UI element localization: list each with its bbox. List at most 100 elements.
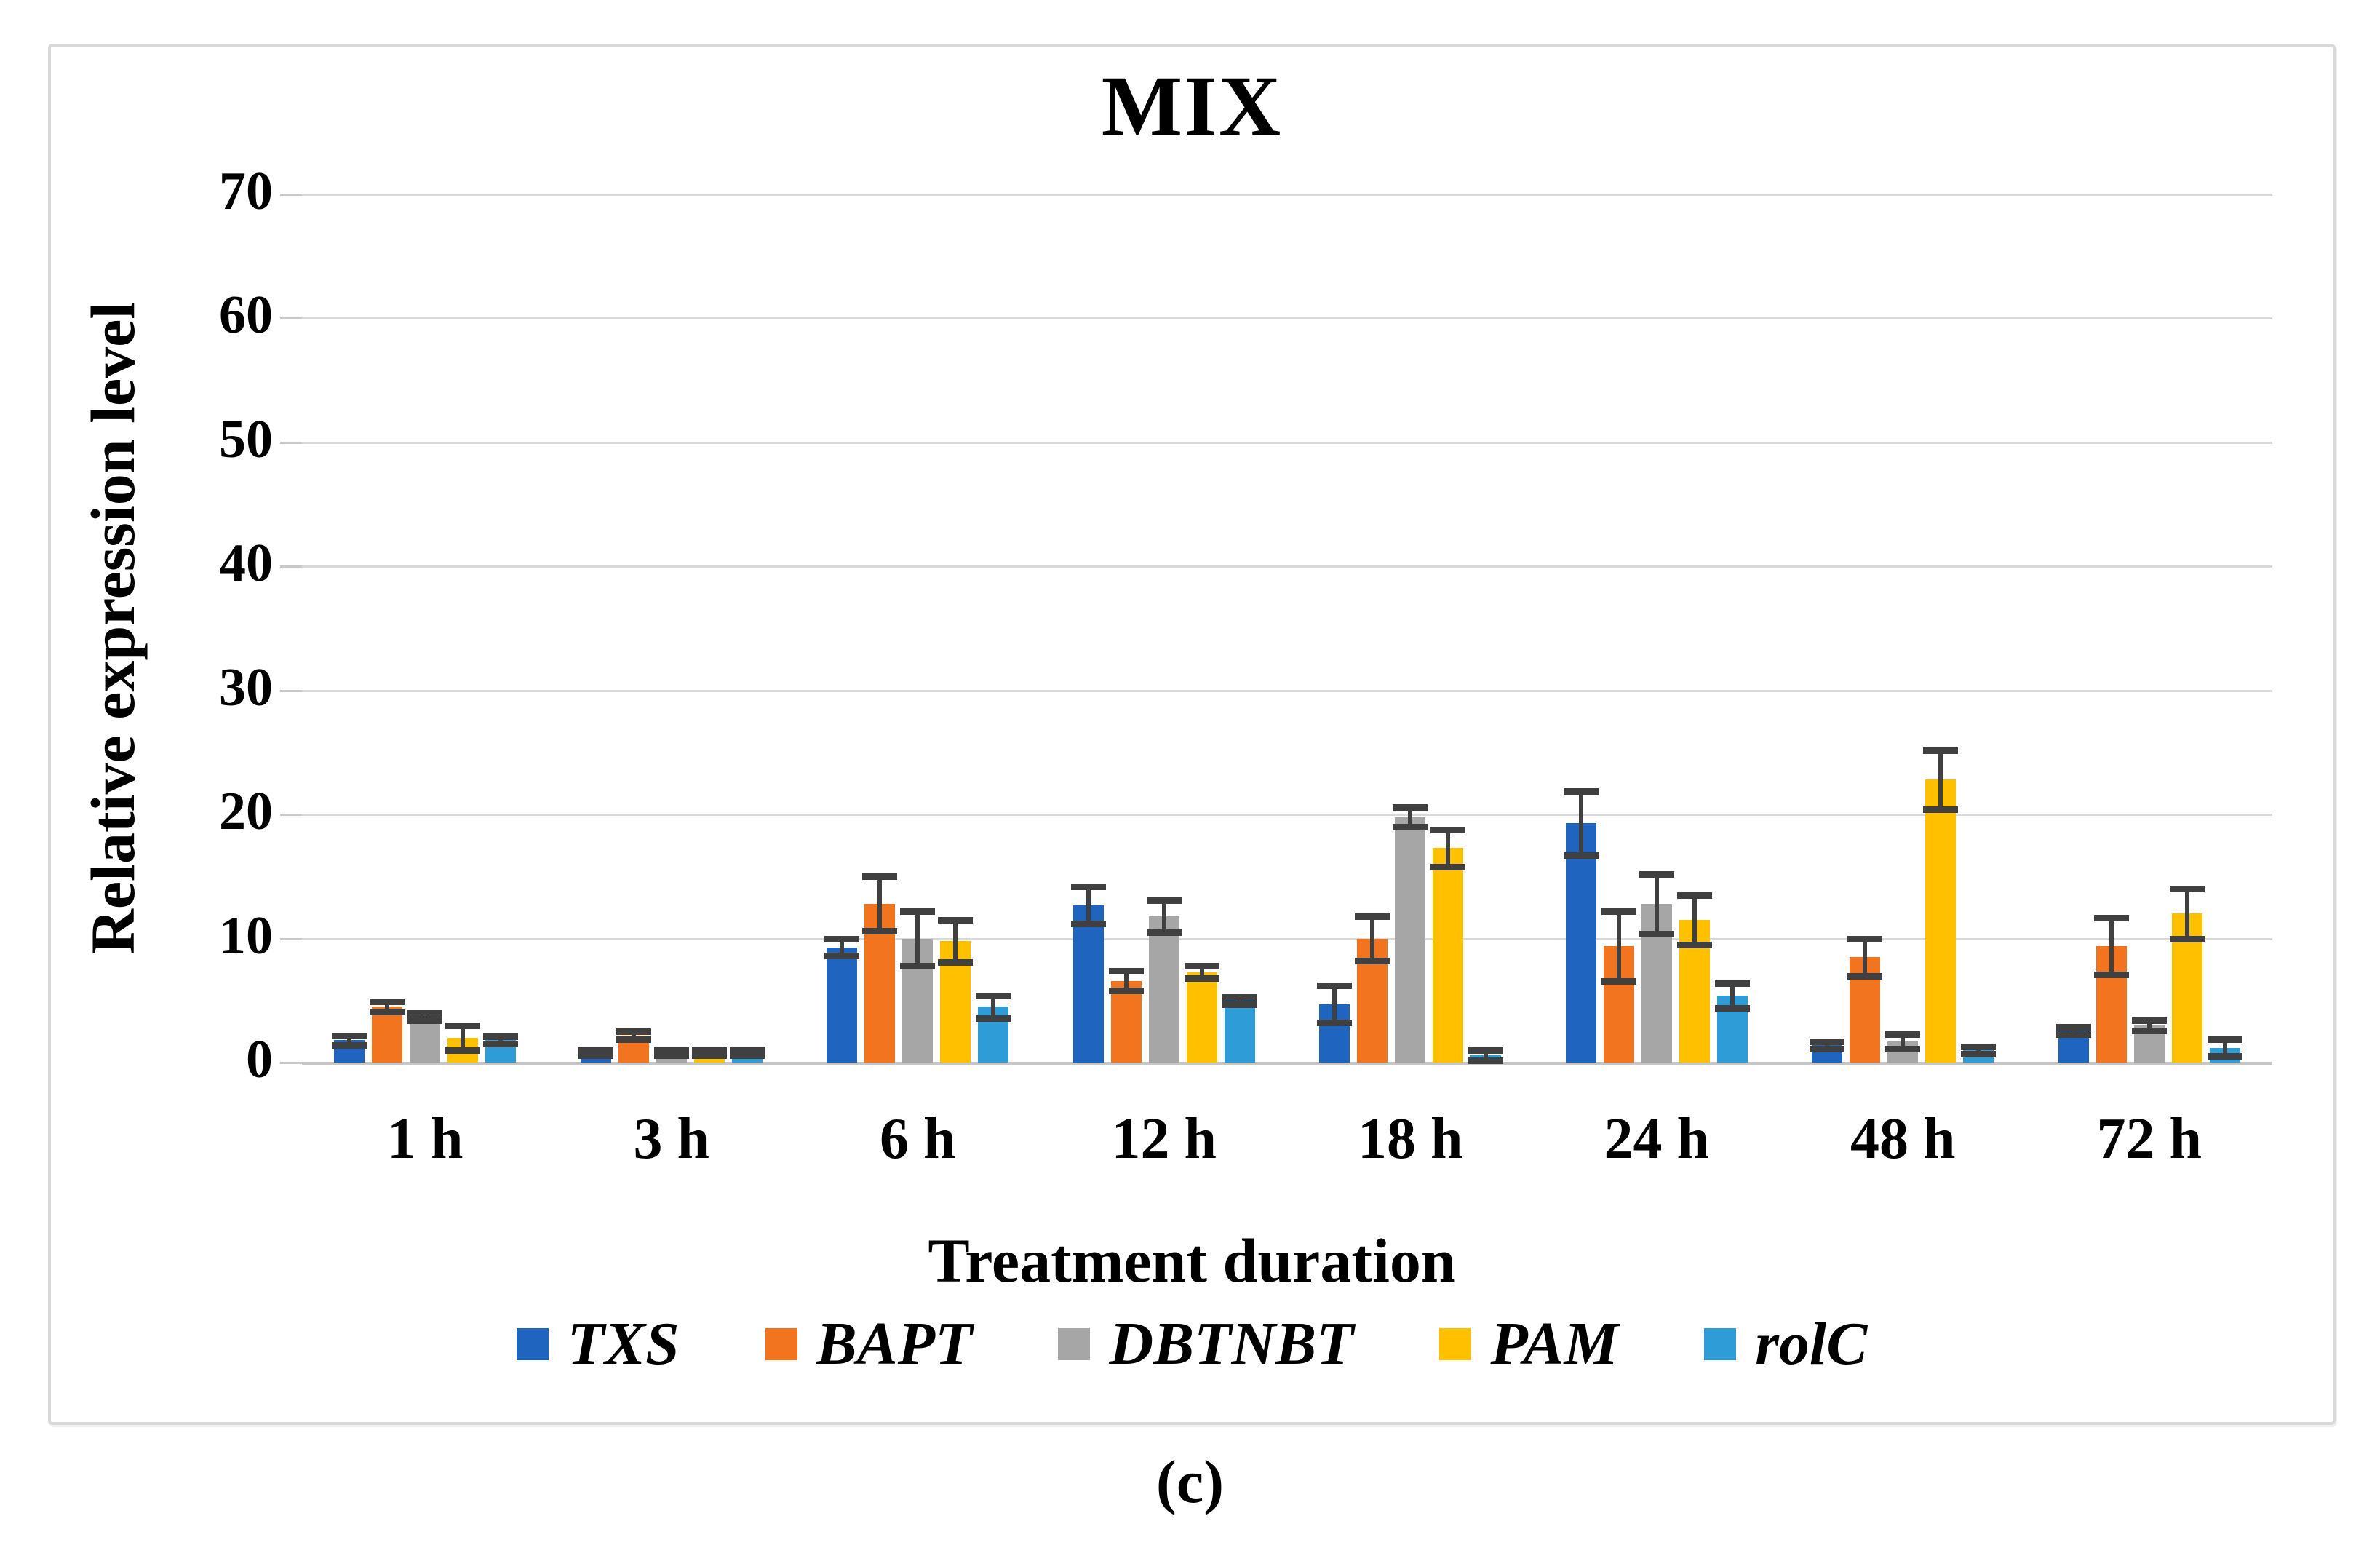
y-tick-30 [280, 689, 302, 692]
x-category-label-72h: 72 h [2096, 1107, 2202, 1171]
bar-DBTNBT-1h [410, 1016, 441, 1063]
x-category-label-1h: 1 h [387, 1107, 463, 1171]
error-cap-bottom-BAPT-12h [1108, 988, 1144, 995]
legend-label-TXS: TXS [567, 1310, 680, 1378]
legend-marker-DBTNBT [1058, 1327, 1091, 1360]
legend-item-DBTNBT: DBTNBT [1058, 1309, 1353, 1379]
chart-title: MIX [1101, 58, 1283, 154]
legend-label-BAPT: BAPT [816, 1310, 973, 1378]
error-cap-top-rolC-3h [729, 1047, 765, 1054]
error-cap-bottom-BAPT-18h [1355, 958, 1390, 965]
error-cap-top-PAM-72h [2169, 886, 2205, 893]
error-cap-bottom-DBTNBT-18h [1393, 824, 1428, 831]
error-whisker-DBTNBT-1h [423, 1012, 428, 1021]
error-cap-top-BAPT-3h [616, 1028, 651, 1036]
error-cap-bottom-PAM-1h [445, 1047, 481, 1054]
error-whisker-TXS-6h [840, 938, 845, 956]
error-cap-top-DBTNBT-3h [653, 1047, 689, 1054]
error-cap-bottom-rolC-12h [1222, 1001, 1257, 1008]
legend-item-PAM: PAM [1439, 1309, 1618, 1379]
error-whisker-PAM-48h [1938, 750, 1943, 810]
error-whisker-PAM-18h [1446, 829, 1451, 867]
error-whisker-DBTNBT-6h [915, 911, 920, 966]
legend-marker-rolC [1704, 1327, 1737, 1360]
x-axis-line [302, 1062, 2272, 1065]
error-cap-bottom-TXS-12h [1070, 921, 1106, 928]
error-cap-bottom-BAPT-6h [862, 928, 898, 935]
error-whisker-rolC-24h [1730, 983, 1735, 1008]
error-whisker-BAPT-48h [1863, 938, 1868, 976]
error-cap-top-PAM-48h [1923, 747, 1959, 754]
error-whisker-TXS-24h [1578, 790, 1583, 856]
error-cap-bottom-PAM-24h [1676, 942, 1712, 949]
error-cap-top-TXS-24h [1563, 787, 1599, 795]
error-whisker-PAM-24h [1692, 894, 1697, 945]
error-cap-top-BAPT-6h [862, 873, 898, 881]
plot-area: 0 10 20 30 40 50 60 70 1 h 3 h 6 h 12 h 18 h 24 h 48 h… [219, 162, 2272, 1171]
y-tick-label-20: 20 [219, 782, 273, 842]
error-cap-top-PAM-12h [1184, 963, 1219, 970]
error-cap-top-TXS-6h [824, 935, 860, 942]
error-cap-top-DBTNBT-12h [1146, 897, 1182, 904]
error-cap-top-DBTNBT-72h [2131, 1017, 2167, 1025]
error-cap-bottom-DBTNBT-48h [1885, 1046, 1921, 1053]
error-cap-top-PAM-18h [1430, 826, 1466, 833]
error-cap-top-BAPT-18h [1355, 913, 1390, 920]
error-cap-top-TXS-3h [578, 1047, 613, 1054]
x-category-label-48h: 48 h [1850, 1107, 1956, 1171]
error-whisker-rolC-48h [1976, 1046, 1981, 1055]
error-cap-bottom-DBTNBT-12h [1146, 929, 1182, 937]
y-tick-50 [280, 441, 302, 444]
error-cap-bottom-rolC-3h [729, 1052, 765, 1059]
error-cap-bottom-TXS-3h [578, 1052, 613, 1059]
error-cap-bottom-TXS-18h [1317, 1020, 1353, 1027]
error-cap-bottom-DBTNBT-1h [407, 1017, 443, 1025]
gridline-20 [302, 814, 2272, 817]
y-tick-label-50: 50 [219, 409, 273, 469]
error-cap-bottom-BAPT-72h [2093, 971, 2129, 978]
error-whisker-BAPT-12h [1123, 970, 1129, 991]
error-cap-top-BAPT-24h [1601, 908, 1636, 916]
legend-marker-PAM [1439, 1327, 1472, 1360]
error-cap-top-DBTNBT-1h [407, 1009, 443, 1017]
error-cap-bottom-rolC-72h [2207, 1053, 2242, 1060]
bar-PAM-48h [1925, 779, 1957, 1063]
error-cap-bottom-BAPT-1h [370, 1009, 405, 1016]
x-category-label-12h: 12 h [1111, 1107, 1217, 1171]
error-cap-bottom-PAM-48h [1923, 806, 1959, 814]
error-whisker-PAM-12h [1199, 966, 1204, 979]
error-whisker-TXS-18h [1332, 985, 1337, 1023]
chart-legend: TXS BAPT DBTNBT PAM rolC [48, 1309, 2336, 1379]
figure-caption: (c) [1155, 1448, 1225, 1516]
error-cap-bottom-DBTNBT-24h [1639, 930, 1674, 937]
error-cap-top-TXS-12h [1070, 883, 1106, 890]
error-cap-top-PAM-3h [691, 1047, 727, 1054]
bar-DBTNBT-18h [1395, 817, 1426, 1063]
chart-frame [48, 44, 2336, 1425]
error-cap-top-TXS-1h [332, 1032, 367, 1039]
gridline-50 [302, 441, 2272, 444]
error-cap-bottom-TXS-6h [824, 953, 860, 960]
x-category-label-18h: 18 h [1358, 1107, 1463, 1171]
error-cap-top-rolC-24h [1714, 980, 1750, 987]
error-cap-top-BAPT-12h [1108, 967, 1144, 974]
error-cap-top-rolC-72h [2207, 1036, 2242, 1043]
error-whisker-BAPT-72h [2109, 917, 2114, 974]
bar-BAPT-1h [372, 1007, 403, 1063]
error-cap-top-rolC-6h [976, 992, 1011, 999]
error-cap-bottom-BAPT-48h [1847, 972, 1883, 980]
error-whisker-TXS-72h [2071, 1026, 2076, 1034]
y-tick-60 [280, 317, 302, 320]
y-tick-0 [280, 1062, 302, 1064]
y-tick-10 [280, 937, 302, 940]
bar-TXS-24h [1565, 823, 1596, 1063]
error-cap-bottom-TXS-24h [1563, 852, 1599, 860]
y-tick-label-40: 40 [219, 533, 273, 594]
y-tick-70 [280, 194, 302, 196]
error-cap-bottom-BAPT-24h [1601, 977, 1636, 985]
x-category-label-24h: 24 h [1604, 1107, 1710, 1171]
error-cap-top-DBTNBT-48h [1885, 1031, 1921, 1038]
y-axis-title: Relative expression level [78, 301, 148, 955]
error-whisker-rolC-12h [1237, 996, 1242, 1004]
y-tick-label-30: 30 [219, 657, 273, 718]
